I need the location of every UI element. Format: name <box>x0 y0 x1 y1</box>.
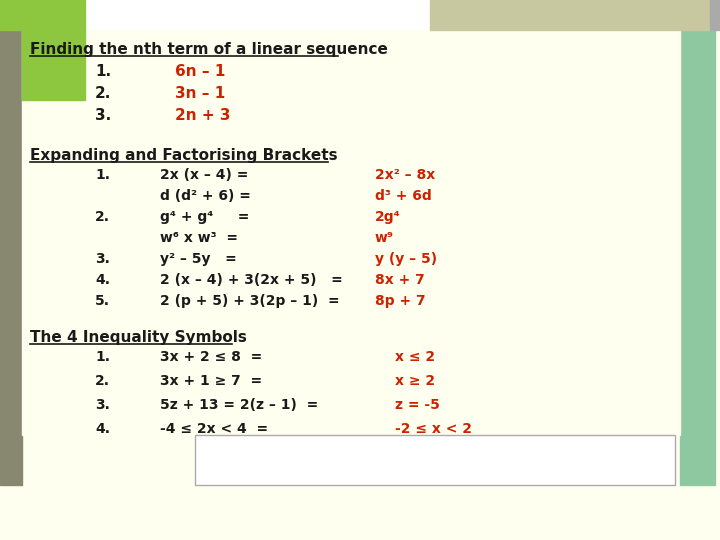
Text: 3x + 2 ≤ 8  =: 3x + 2 ≤ 8 = <box>160 350 262 364</box>
Text: w⁶ x w³  =: w⁶ x w³ = <box>160 231 238 245</box>
Text: 5z + 13 = 2(z – 1)  =: 5z + 13 = 2(z – 1) = <box>160 398 318 412</box>
Bar <box>22 30 85 100</box>
Text: 6n – 1: 6n – 1 <box>175 64 225 79</box>
Bar <box>195 435 675 485</box>
Bar <box>710 0 720 30</box>
Bar <box>0 30 22 485</box>
Text: 8p + 7: 8p + 7 <box>375 294 426 308</box>
Text: -2 ≤ x < 2: -2 ≤ x < 2 <box>395 422 472 436</box>
Text: y (y – 5): y (y – 5) <box>375 252 437 266</box>
Text: g⁴ + g⁴     =: g⁴ + g⁴ = <box>160 210 249 224</box>
Text: -4 ≤ 2x < 4  =: -4 ≤ 2x < 4 = <box>160 422 268 436</box>
Text: 8x + 7: 8x + 7 <box>375 273 425 287</box>
Text: y² – 5y   =: y² – 5y = <box>160 252 237 266</box>
Text: 1.: 1. <box>95 64 111 79</box>
Text: d³ + 6d: d³ + 6d <box>375 189 432 203</box>
Text: d (d² + 6) =: d (d² + 6) = <box>160 189 251 203</box>
Bar <box>430 0 710 30</box>
Text: 2.: 2. <box>95 86 112 101</box>
Text: z = -5: z = -5 <box>395 398 440 412</box>
Text: 2x² – 8x: 2x² – 8x <box>375 168 436 182</box>
Bar <box>22 30 680 435</box>
Text: 3.: 3. <box>95 252 110 266</box>
Text: 1.: 1. <box>95 350 110 364</box>
Text: Finding the nth term of a linear sequence: Finding the nth term of a linear sequenc… <box>30 42 388 57</box>
Text: 2 (p + 5) + 3(2p – 1)  =: 2 (p + 5) + 3(2p – 1) = <box>160 294 340 308</box>
Text: 2n + 3: 2n + 3 <box>175 108 230 123</box>
Text: 2 (x – 4) + 3(2x + 5)   =: 2 (x – 4) + 3(2x + 5) = <box>160 273 343 287</box>
Text: x ≤ 2: x ≤ 2 <box>395 350 435 364</box>
Text: 2g⁴: 2g⁴ <box>375 210 401 224</box>
Bar <box>680 30 715 485</box>
Text: 5.: 5. <box>95 294 110 308</box>
Text: 1.: 1. <box>95 168 110 182</box>
Text: 4.: 4. <box>95 422 110 436</box>
Text: 2x (x – 4) =: 2x (x – 4) = <box>160 168 248 182</box>
Text: The 4 Inequality Symbols: The 4 Inequality Symbols <box>30 330 247 345</box>
Text: 3x + 1 ≥ 7  =: 3x + 1 ≥ 7 = <box>160 374 262 388</box>
Text: x ≥ 2: x ≥ 2 <box>395 374 435 388</box>
Text: Expanding and Factorising Brackets: Expanding and Factorising Brackets <box>30 148 338 163</box>
Bar <box>195 435 675 485</box>
Bar <box>0 0 720 30</box>
Text: 2.: 2. <box>95 374 110 388</box>
Text: 2.: 2. <box>95 210 110 224</box>
Text: 3.: 3. <box>95 398 110 412</box>
Text: 4.: 4. <box>95 273 110 287</box>
Text: 3n – 1: 3n – 1 <box>175 86 225 101</box>
Bar <box>0 0 85 30</box>
Text: w⁹: w⁹ <box>375 231 394 245</box>
Text: 3.: 3. <box>95 108 112 123</box>
